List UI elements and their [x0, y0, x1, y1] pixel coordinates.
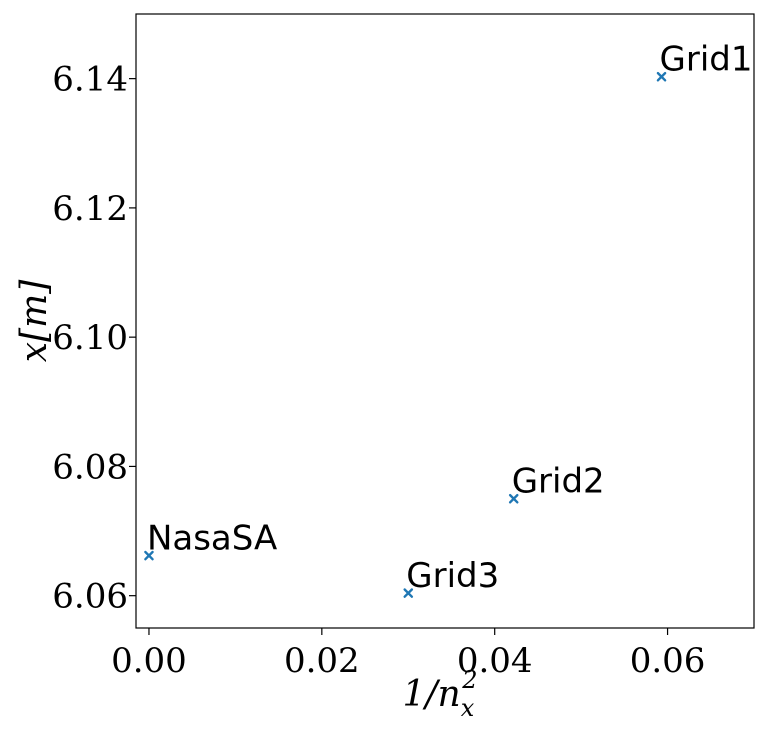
x-axis-label: 1/nx2 [402, 666, 477, 722]
data-point-grid1: Grid1 [656, 40, 753, 82]
point-label: NasaSA [147, 519, 277, 559]
point-label: Grid1 [660, 40, 753, 80]
x-tick-label: 0.04 [457, 641, 533, 681]
point-marker-stroke [144, 550, 154, 561]
data-point-nasasa: NasaSA [144, 519, 277, 561]
point-marker-stroke [403, 588, 414, 598]
point-marker-stroke [656, 71, 667, 82]
x-axis-label-superscript: 2 [461, 666, 477, 694]
data-points: Grid1 Grid2 Grid3 NasaSA [144, 40, 753, 598]
y-tick-label: 6.14 [52, 60, 128, 100]
point-marker-stroke [508, 493, 519, 504]
y-axis-label: x[m] [14, 279, 55, 362]
y-axis-ticks: 6.06 6.08 6.10 6.12 6.14 [52, 60, 136, 617]
plot-frame [135, 13, 755, 629]
y-tick-label: 6.08 [52, 447, 128, 487]
y-tick-label: 6.12 [52, 189, 128, 229]
x-axis-label-subscript: x [461, 694, 475, 722]
x-axis-ticks: 0.00 0.02 0.04 0.06 [111, 628, 705, 681]
x-axis-label-base: 1/n [402, 674, 460, 715]
y-tick-label: 6.06 [52, 577, 128, 617]
x-tick-label: 0.02 [284, 641, 360, 681]
data-point-grid3: Grid3 [403, 556, 499, 598]
x-tick-label: 0.00 [111, 641, 187, 681]
point-label: Grid3 [406, 556, 499, 596]
point-label: Grid2 [512, 462, 605, 502]
data-point-grid2: Grid2 [508, 462, 605, 504]
x-tick-label: 0.06 [630, 641, 706, 681]
y-tick-label: 6.10 [52, 318, 128, 358]
